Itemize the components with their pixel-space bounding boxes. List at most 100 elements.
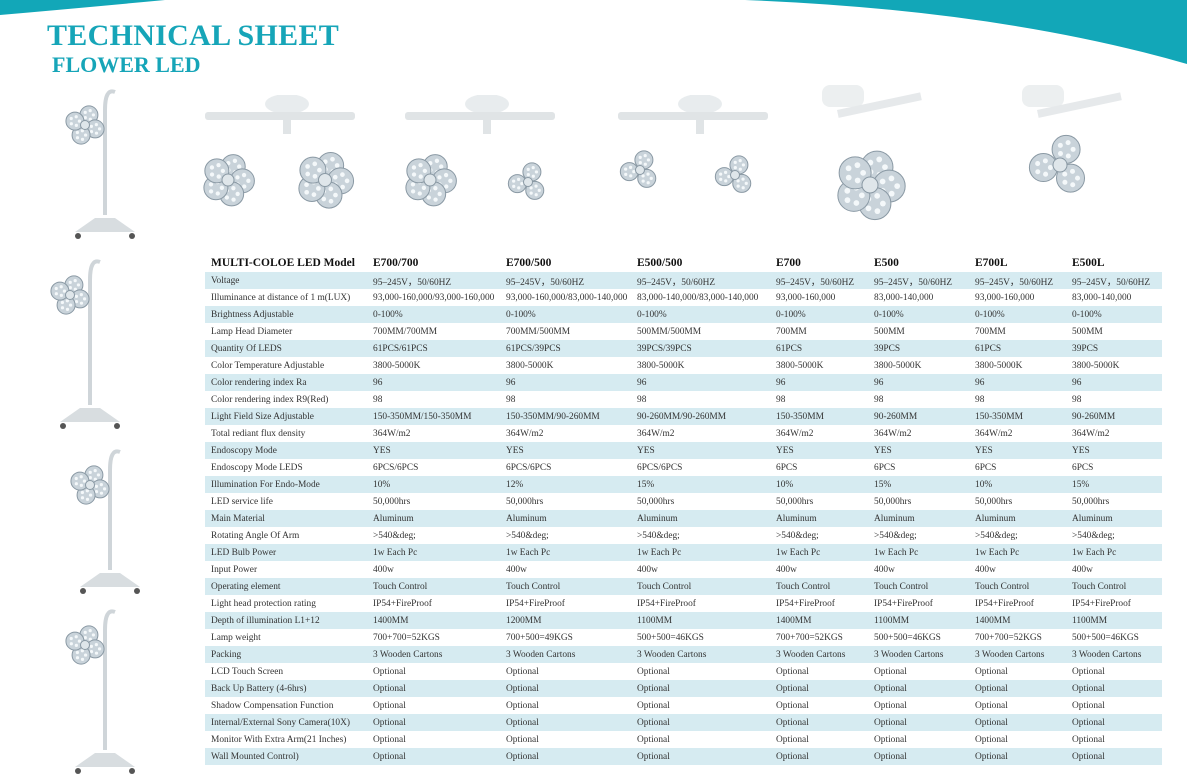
spec-value: Aluminum xyxy=(868,510,969,527)
spec-value: 3 Wooden Cartons xyxy=(631,646,770,663)
spec-value: 500+500=46KGS xyxy=(874,632,941,643)
spec-value: Optional xyxy=(1066,714,1162,731)
spec-value: Optional xyxy=(776,734,809,745)
spec-value: Touch Control xyxy=(500,578,631,595)
table-row: Lamp Head Diameter 700MM/700MM 700MM/500MM… xyxy=(205,323,1162,340)
spec-value: Optional xyxy=(367,748,500,765)
spec-value: Optional xyxy=(975,666,1008,677)
spec-value: 93,000-160,000 xyxy=(776,292,836,303)
spec-value: 61PCS xyxy=(770,340,868,357)
table-row: Packing 3 Wooden Cartons 3 Wooden Cartons 3… xyxy=(205,646,1162,663)
spec-value: 1w Each Pc xyxy=(770,544,868,561)
table-row: Rotating Angle Of Arm >540&deg; >540&deg; >… xyxy=(205,527,1162,544)
spec-value: 96 xyxy=(631,374,770,391)
model-column-header: E700L xyxy=(975,257,1008,269)
spec-value: Optional xyxy=(874,734,907,745)
spec-value: Aluminum xyxy=(367,510,500,527)
spec-value: 400w xyxy=(975,564,996,575)
spec-value: 3 Wooden Cartons xyxy=(868,646,969,663)
spec-value: Optional xyxy=(631,680,770,697)
spec-label: Endoscopy Mode xyxy=(205,442,367,459)
table-row: Internal/External Sony Camera(10X) Option… xyxy=(205,714,1162,731)
spec-value: >540&deg; xyxy=(776,530,819,541)
spec-value: 83,000-140,000 xyxy=(874,292,934,303)
spec-value: 95–245V，50/60HZ xyxy=(367,272,500,289)
spec-value: >540&deg; xyxy=(373,530,416,541)
spec-value: 15% xyxy=(868,476,969,493)
spec-value: Optional xyxy=(868,680,969,697)
page-subtitle: FLOWER LED xyxy=(52,52,201,77)
table-row: Input Power 400w 400w 400w 400w 400w 400w 400w xyxy=(205,561,1162,578)
spec-value: 96 xyxy=(500,374,631,391)
table-row: LED service life 50,000hrs 50,000hrs 50,000… xyxy=(205,493,1162,510)
spec-label: Light Field Size Adjustable xyxy=(205,408,367,425)
spec-value: 3 Wooden Cartons xyxy=(969,646,1066,663)
spec-value: 1200MM xyxy=(500,612,631,629)
spec-value: 50,000hrs xyxy=(506,496,544,507)
ceiling-lamp-image xyxy=(395,94,585,250)
mobile-lamp-image xyxy=(40,250,130,430)
spec-value: 1w Each Pc xyxy=(631,544,770,561)
spec-value: 0-100% xyxy=(969,306,1066,323)
spec-value: 3800-5000K xyxy=(637,360,685,371)
spec-value: 10% xyxy=(367,476,500,493)
spec-value: 96 xyxy=(1066,374,1162,391)
spec-value: 364W/m2 xyxy=(637,428,675,439)
spec-value: Aluminum xyxy=(1066,510,1162,527)
spec-value: IP54+FireProof xyxy=(975,598,1034,609)
spec-value: 6PCS/6PCS xyxy=(373,462,419,473)
spec-value: 500MM xyxy=(874,326,905,337)
spec-value: 98 xyxy=(373,394,383,405)
spec-value: Optional xyxy=(975,700,1008,711)
spec-value: 98 xyxy=(637,394,647,405)
table-row: Illumination For Endo-Mode 10% 12% 15% 10% 15… xyxy=(205,476,1162,493)
spec-value: IP54+FireProof xyxy=(776,598,835,609)
spec-value: 0-100% xyxy=(367,306,500,323)
model-column-header: E500L xyxy=(1072,257,1105,269)
spec-label: Quantity Of LEDS xyxy=(205,340,367,357)
spec-value: Aluminum xyxy=(631,510,770,527)
table-row: Wall Mounted Control) Optional Optional Opt… xyxy=(205,748,1162,765)
spec-value: 96 xyxy=(770,374,868,391)
table-row: Main Material Aluminum Aluminum Aluminum Alu… xyxy=(205,510,1162,527)
spec-value: 364W/m2 xyxy=(506,428,544,439)
spec-value: 364W/m2 xyxy=(975,428,1013,439)
spec-label: Endoscopy Mode LEDS xyxy=(211,462,303,473)
spec-value: 3800-5000K xyxy=(874,360,922,371)
spec-label: Lamp Head Diameter xyxy=(211,326,293,337)
spec-value: 6PCS xyxy=(874,462,896,473)
spec-value: 400w xyxy=(1072,564,1093,575)
spec-value: 83,000-140,000 xyxy=(1072,292,1132,303)
spec-label: Color rendering index R9(Red) xyxy=(211,394,329,405)
spec-value: Optional xyxy=(868,748,969,765)
spec-value: 400w xyxy=(506,564,527,575)
spec-value: Touch Control xyxy=(868,578,969,595)
table-row: Light head protection rating IP54+FirePro… xyxy=(205,595,1162,612)
spec-value: YES xyxy=(1066,442,1162,459)
spec-value: IP54+FireProof xyxy=(637,598,696,609)
spec-value: 95–245V，50/60HZ xyxy=(770,272,868,289)
table-row: Endoscopy Mode YES YES YES YES YES YES YES xyxy=(205,442,1162,459)
spec-label: Brightness Adjustable xyxy=(205,306,367,323)
spec-value: Optional xyxy=(969,680,1066,697)
spec-value: 364W/m2 xyxy=(1072,428,1110,439)
spec-value: 700MM/700MM xyxy=(373,326,438,337)
spec-value: YES xyxy=(631,442,770,459)
spec-value: 1400MM xyxy=(969,612,1066,629)
spec-value: 6PCS xyxy=(975,462,997,473)
spec-label: Packing xyxy=(205,646,367,663)
spec-value: Optional xyxy=(1066,680,1162,697)
spec-value: 83,000-140,000/83,000-140,000 xyxy=(637,292,759,303)
spec-value: 6PCS xyxy=(1072,462,1094,473)
mobile-lamp-image xyxy=(55,600,145,775)
spec-value: 93,000-160,000/83,000-140,000 xyxy=(506,292,628,303)
spec-value: 700MM xyxy=(776,326,807,337)
spec-value: 400w xyxy=(373,564,394,575)
spec-value: 95–245V，50/60HZ xyxy=(1066,272,1162,289)
model-column-header: E500/500 xyxy=(637,257,683,269)
table-row: Endoscopy Mode LEDS 6PCS/6PCS 6PCS/6PCS 6PC… xyxy=(205,459,1162,476)
spec-value: 95–245V，50/60HZ xyxy=(969,272,1066,289)
spec-value: 150-350MM xyxy=(969,408,1066,425)
spec-value: 3 Wooden Cartons xyxy=(1066,646,1162,663)
